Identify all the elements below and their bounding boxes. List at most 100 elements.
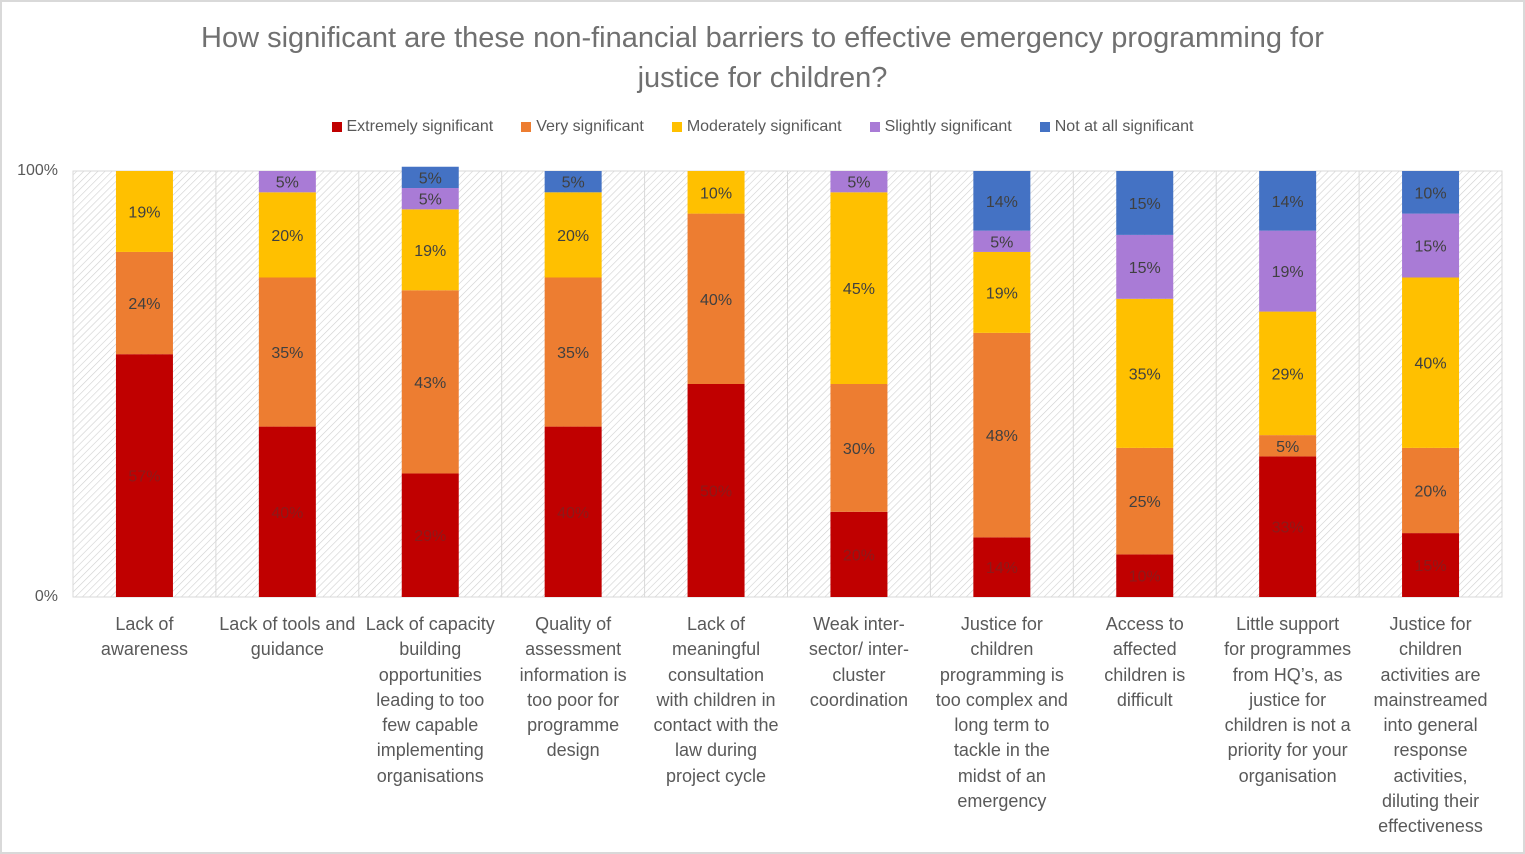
data-label: 20% — [271, 228, 303, 245]
bar-segment — [687, 213, 745, 384]
category-label-line: Justice for — [1389, 614, 1472, 634]
data-label: 5% — [276, 175, 299, 192]
category-label: Lack of meaningful consultation with childr… — [645, 612, 787, 789]
category-label-line: activities are — [1380, 664, 1481, 685]
bar-segment — [1402, 447, 1460, 534]
bar-segment — [258, 192, 316, 278]
data-label: 43% — [414, 375, 446, 392]
category-label-line: too poor for — [527, 689, 620, 710]
bar-segment — [1116, 554, 1174, 597]
bar-segment — [1259, 456, 1317, 597]
bar-segment — [258, 426, 316, 597]
category-label-line: Lack of — [687, 614, 746, 634]
category-label-line: effectiveness — [1378, 816, 1483, 837]
category-label-line: with children in — [656, 689, 776, 710]
category-label-line: children is — [1104, 664, 1186, 685]
category-label-line: affected — [1112, 639, 1177, 660]
category-label-line: Lack of — [115, 614, 174, 634]
category-label-line: diluting their — [1382, 791, 1480, 812]
data-label: 19% — [1272, 264, 1304, 281]
data-label: 15% — [1415, 239, 1447, 256]
legend-item: Extremely significant — [331, 118, 494, 136]
bar-segment — [1116, 171, 1174, 235]
category-label-line: difficult — [1116, 689, 1173, 710]
category-label-line: midst of an — [957, 765, 1046, 786]
category-label: Access to affected children is difficult — [1074, 612, 1216, 713]
data-label: 5% — [990, 234, 1013, 251]
bar-segment — [401, 290, 459, 474]
data-label: 35% — [557, 345, 589, 362]
category-label-line: Justice for — [960, 614, 1043, 634]
bar-segment — [544, 192, 602, 278]
category-label-line: children — [970, 639, 1034, 660]
data-label: 5% — [1276, 439, 1299, 456]
data-label: 40% — [557, 505, 589, 522]
category-label-line: priority for your — [1227, 740, 1348, 761]
bar-segment — [115, 251, 173, 355]
bar-segment — [1259, 311, 1317, 436]
category-label-line: activities, — [1393, 765, 1468, 786]
data-label: 19% — [986, 285, 1018, 302]
category-label-line: cluster — [832, 664, 886, 685]
category-label-line: mainstreamed — [1373, 689, 1488, 710]
category-label-line: Quality of — [535, 614, 612, 634]
bar-segment — [687, 384, 745, 597]
data-label: 15% — [1129, 260, 1161, 277]
category-label-line: too complex and — [935, 689, 1068, 710]
bar-segment — [115, 354, 173, 597]
legend-item: Slightly significant — [869, 118, 1012, 136]
legend-label: Not at all significant — [1054, 118, 1194, 135]
data-label: 50% — [700, 484, 732, 501]
data-label: 20% — [843, 547, 875, 564]
category-label: Weak inter-sector/ inter-cluster coordina… — [788, 612, 930, 713]
data-label: 5% — [419, 170, 442, 187]
data-label: 19% — [128, 204, 160, 221]
category-label-line: children is not a — [1224, 715, 1351, 736]
legend-item: Very significant — [521, 118, 644, 136]
data-label: 19% — [414, 243, 446, 260]
category-label-line: sector/ inter- — [808, 639, 909, 660]
category-label-line: Access to — [1105, 614, 1184, 634]
legend-swatch — [521, 122, 532, 132]
bar-segment — [830, 171, 888, 193]
category-label-line: Weak inter- — [813, 614, 905, 634]
bar-segment — [1402, 171, 1460, 214]
category-label-line: contact with the — [653, 715, 779, 736]
data-label: 15% — [1415, 558, 1447, 575]
data-label: 48% — [986, 428, 1018, 445]
category-label-line: Lack of capacity — [365, 614, 495, 634]
category-label-line: for programmes — [1224, 639, 1352, 660]
category-label-line: response — [1393, 740, 1468, 761]
category-label-line: coordination — [809, 689, 908, 710]
category-label: Lack of tools and guidance — [216, 612, 358, 663]
data-label: 35% — [1129, 366, 1161, 383]
category-label-line: few capable — [382, 715, 479, 736]
bar-segment — [973, 537, 1031, 597]
category-label-line: guidance — [250, 639, 324, 660]
legend-swatch — [331, 122, 342, 132]
legend-item: Not at all significant — [1039, 118, 1194, 136]
bar-segment — [687, 171, 745, 214]
bar-segment — [258, 277, 316, 427]
data-label: 10% — [1415, 185, 1447, 202]
legend-label: Very significant — [536, 118, 644, 135]
bar-segment — [1402, 213, 1460, 278]
category-label-line: leading to too — [376, 689, 485, 710]
bar-segment — [401, 188, 459, 210]
category-label-line: building — [399, 639, 462, 660]
legend-label: Extremely significant — [346, 118, 494, 135]
data-label: 14% — [986, 194, 1018, 211]
category-label: Justice for children activities are mainstr… — [1360, 612, 1502, 840]
data-label: 20% — [1415, 484, 1447, 501]
chart-title-line-2: justice for children? — [637, 62, 888, 94]
data-label: 14% — [1272, 194, 1304, 211]
category-label-line: assessment — [525, 639, 622, 660]
category-label-line: consultation — [668, 664, 765, 685]
category-label-line: awareness — [100, 639, 188, 660]
bar-segment — [973, 332, 1031, 538]
category-label-line: from HQ’s, as — [1232, 664, 1343, 685]
bar-segment — [401, 166, 459, 189]
data-label: 5% — [847, 175, 870, 192]
bar-segment — [401, 209, 459, 291]
